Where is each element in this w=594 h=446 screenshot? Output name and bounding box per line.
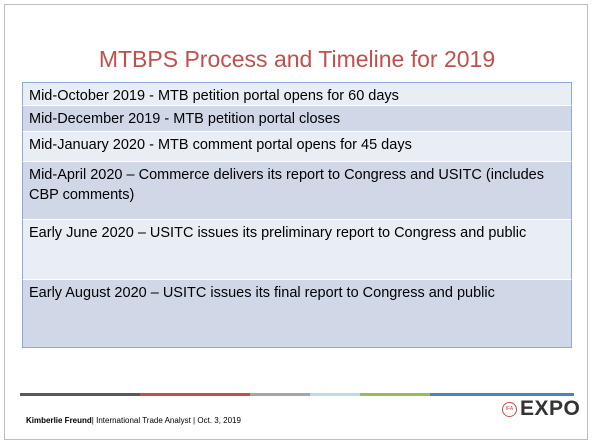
table-row: Mid-April 2020 – Commerce delivers its r…	[22, 162, 572, 220]
footer-text: Kimberlie Freund| International Trade An…	[26, 416, 241, 425]
presenter-name: Kimberlie Freund	[26, 416, 92, 425]
table-row: Mid-October 2019 - MTB petition portal o…	[22, 82, 572, 106]
logo: IFA EXPO	[502, 397, 580, 421]
slide-title: MTBPS Process and Timeline for 2019	[98, 46, 496, 72]
logo-text: EXPO	[520, 397, 581, 420]
presenter-details: | International Trade Analyst | Oct. 3, …	[91, 416, 241, 425]
footer-rule	[20, 393, 574, 396]
table-row: Early June 2020 – USITC issues its preli…	[22, 220, 572, 280]
table-row: Mid-December 2019 - MTB petition portal …	[22, 106, 572, 132]
logo-badge: IFA	[502, 401, 517, 417]
table-row: Mid-January 2020 - MTB comment portal op…	[22, 132, 572, 162]
table-row: Early August 2020 – USITC issues its fin…	[22, 280, 572, 348]
timeline-table: Mid-October 2019 - MTB petition portal o…	[22, 82, 572, 348]
slide-frame	[4, 4, 588, 440]
